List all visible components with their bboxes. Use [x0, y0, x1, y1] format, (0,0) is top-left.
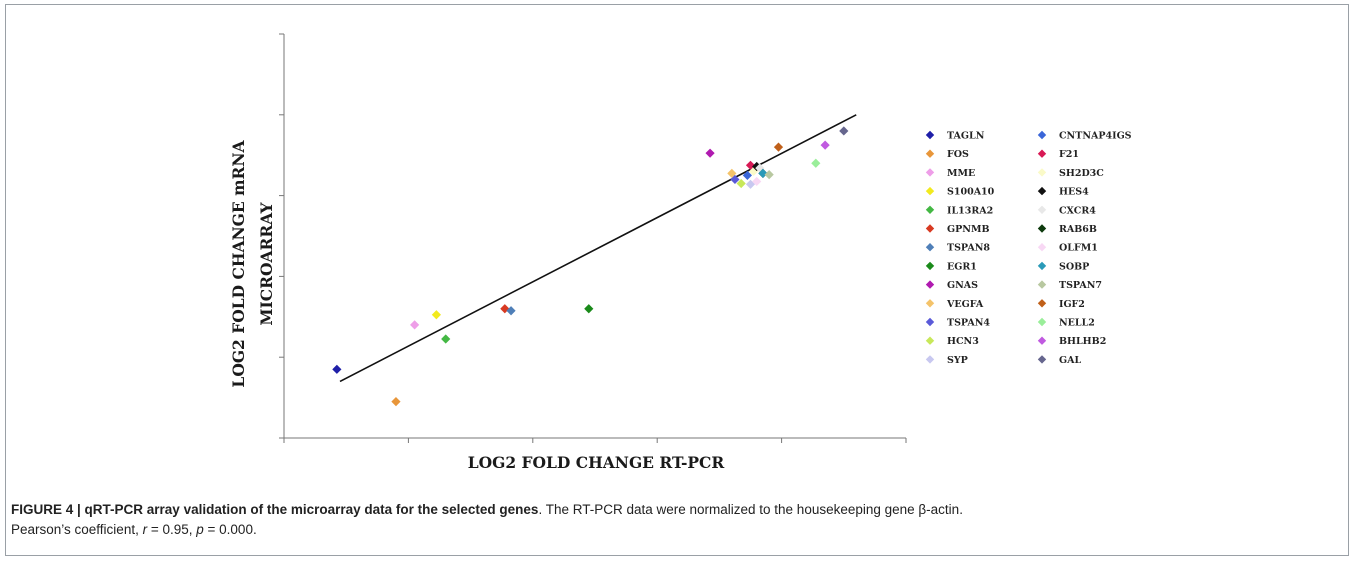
legend-label-gpnmb: GPNMB — [947, 224, 990, 235]
caption-r: r — [142, 522, 148, 537]
data-point-gal — [839, 126, 849, 136]
legend-marker-tspan4 — [925, 317, 935, 327]
legend-label-il13ra2: IL13RA2 — [947, 205, 993, 216]
data-point-cntnap4igs — [742, 170, 752, 180]
legend-marker-egr1 — [925, 261, 935, 271]
scatter-chart: LOG2 FOLD CHANGE RT-PCR LOG2 FOLD CHANGE… — [229, 33, 1132, 472]
data-point-nell2 — [811, 158, 821, 168]
legend-marker-fos — [925, 149, 935, 158]
legend-label-cntnap4igs: CNTNAP4IGS — [1059, 131, 1132, 142]
legend-marker-bhlhb2 — [1037, 336, 1047, 345]
legend-label-nell2: NELL2 — [1059, 318, 1095, 329]
legend-marker-il13ra2 — [925, 205, 935, 214]
legend-marker-mme — [925, 168, 935, 177]
legend-label-fos: FOS — [947, 149, 969, 160]
legend-marker-hcn3 — [925, 336, 935, 345]
data-point-s100a10 — [431, 310, 441, 320]
legend-marker-gnas — [925, 280, 935, 289]
legend-label-tspan8: TSPAN8 — [947, 243, 990, 254]
data-point-igf2 — [773, 142, 784, 152]
data-point-bhlhb2 — [820, 140, 830, 150]
legend-marker-vegfa — [925, 299, 935, 308]
legend-label-gnas: GNAS — [947, 280, 978, 291]
data-point-hcn3 — [736, 178, 746, 189]
data-points — [332, 126, 849, 407]
data-point-tspan4 — [730, 174, 740, 185]
legend-label-tspan4: TSPAN4 — [947, 318, 990, 329]
legend-label-tagln: TAGLN — [947, 131, 985, 142]
legend-label-syp: SYP — [947, 355, 968, 366]
data-point-hes4 — [752, 161, 762, 172]
legend-label-mme: MME — [947, 168, 975, 179]
caption-line1: FIGURE 4 | qRT-PCR array validation of t… — [11, 500, 1341, 520]
legend-label-vegfa: VEGFA — [946, 299, 984, 310]
axes — [279, 33, 907, 443]
data-point-tagln — [332, 364, 342, 374]
y-axis-title-line2: MICROARRAY — [257, 201, 276, 325]
data-point-mme — [410, 320, 420, 330]
data-point-il13ra2 — [441, 334, 451, 344]
y-axis-title-line1: LOG2 FOLD CHANGE mRNA — [229, 139, 248, 387]
legend-label-rab6b: RAB6B — [1059, 224, 1097, 235]
legend-label-olfm1: OLFM1 — [1059, 243, 1098, 254]
data-point-olfm1 — [752, 176, 762, 187]
legend-marker-s100a10 — [925, 186, 935, 196]
legend-label-igf2: IGF2 — [1059, 299, 1085, 310]
legend-marker-syp — [925, 355, 935, 364]
legend-label-sobp: SOBP — [1059, 261, 1089, 272]
caption-line2: Pearson’s coefficient, r = 0.95, p = 0.0… — [11, 520, 1341, 540]
data-point-fos — [391, 397, 401, 407]
legend-marker-cxcr4 — [1037, 205, 1047, 214]
legend-label-bhlhb2: BHLHB2 — [1059, 336, 1106, 347]
data-point-sobp — [758, 168, 768, 178]
legend-marker-igf2 — [1037, 299, 1047, 308]
legend-marker-sh2d3c — [1037, 168, 1047, 177]
legend-label-hes4: HES4 — [1059, 187, 1089, 198]
data-point-sh2d3c — [749, 166, 759, 176]
caption-title: FIGURE 4 | qRT-PCR array validation of t… — [11, 502, 539, 517]
caption-p-value: = 0.000. — [203, 522, 257, 537]
trendline-group — [339, 114, 857, 383]
legend-label-sh2d3c: SH2D3C — [1059, 168, 1104, 179]
data-point-tspan8 — [506, 306, 516, 316]
legend-marker-rab6b — [1037, 224, 1047, 233]
caption-r-value: = 0.95, — [147, 522, 197, 537]
legend-marker-hes4 — [1037, 186, 1047, 196]
figure-caption: FIGURE 4 | qRT-PCR array validation of t… — [11, 500, 1341, 540]
legend-marker-gpnmb — [925, 224, 935, 233]
legend-marker-nell2 — [1037, 317, 1047, 327]
legend-marker-f21 — [1037, 149, 1047, 158]
figure-frame — [5, 4, 1349, 556]
legend-label-egr1: EGR1 — [947, 261, 977, 272]
legend: TAGLN FOS MME S100A10 IL13RA2 GPNMB TSPAN8 EGR1… — [925, 130, 1132, 366]
legend-marker-sobp — [1037, 261, 1047, 271]
legend-marker-cntnap4igs — [1037, 130, 1047, 140]
x-axis-title: LOG2 FOLD CHANGE RT-PCR — [468, 453, 725, 472]
legend-marker-olfm1 — [1037, 243, 1047, 252]
trendline — [339, 114, 857, 383]
legend-label-f21: F21 — [1059, 149, 1079, 160]
legend-label-gal: GAL — [1059, 355, 1081, 366]
legend-marker-gal — [1037, 355, 1047, 364]
caption-p: p — [196, 522, 204, 537]
caption-pearson: Pearson’s coefficient, — [11, 522, 143, 537]
data-point-egr1 — [584, 304, 594, 314]
caption-text: . The RT-PCR data were normalized to the… — [538, 502, 963, 517]
legend-label-s100a10: S100A10 — [947, 187, 995, 198]
data-point-gnas — [705, 148, 715, 158]
data-point-tspan7 — [764, 169, 774, 180]
legend-label-hcn3: HCN3 — [947, 336, 979, 347]
legend-marker-tagln — [925, 130, 935, 140]
legend-marker-tspan8 — [925, 243, 935, 252]
legend-label-tspan7: TSPAN7 — [1059, 280, 1102, 291]
legend-label-cxcr4: CXCR4 — [1059, 205, 1096, 216]
legend-marker-tspan7 — [1037, 280, 1047, 289]
